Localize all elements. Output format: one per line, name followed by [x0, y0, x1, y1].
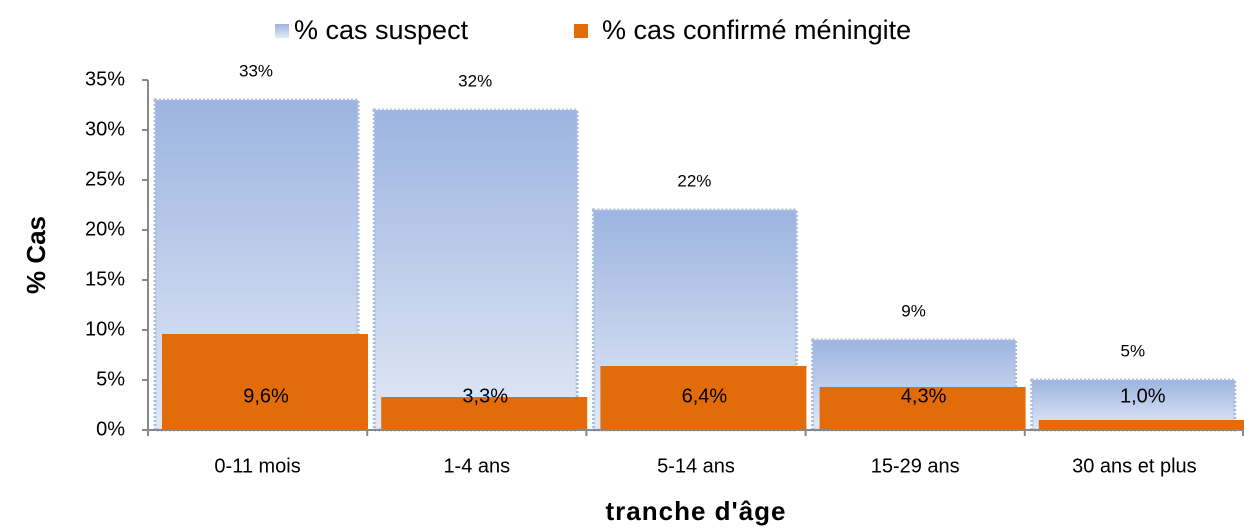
- x-tick-label: 5-14 ans: [657, 455, 735, 477]
- data-label: 9%: [901, 301, 926, 320]
- legend-swatch: [574, 24, 588, 38]
- y-tick-label: 10%: [85, 318, 125, 340]
- bar: [1038, 420, 1244, 430]
- legend-label: % cas suspect: [294, 15, 469, 45]
- bar: [381, 397, 588, 430]
- legend-swatch: [275, 24, 289, 38]
- y-tick-label: 30%: [85, 118, 125, 140]
- x-tick-label: 1-4 ans: [443, 455, 510, 477]
- x-axis-title: tranche d'âge: [605, 496, 786, 526]
- data-label: 9,6%: [243, 385, 289, 407]
- x-tick-label: 30 ans et plus: [1072, 455, 1197, 477]
- legend-label: % cas confirmé méningite: [602, 15, 911, 45]
- data-label: 1,0%: [1120, 385, 1166, 407]
- bar: [600, 366, 807, 430]
- data-label: 22%: [677, 171, 711, 190]
- data-label: 3,3%: [462, 385, 508, 407]
- x-tick-label: 15-29 ans: [871, 455, 960, 477]
- bar: [819, 387, 1026, 430]
- bar: [162, 334, 368, 430]
- data-label: 33%: [239, 61, 273, 80]
- y-tick-label: 20%: [85, 218, 125, 240]
- data-label: 6,4%: [682, 385, 728, 407]
- x-tick-label: 0-11 mois: [214, 455, 300, 477]
- bar: [372, 108, 579, 432]
- y-axis-title: % Cas: [21, 216, 51, 294]
- data-label: 5%: [1121, 341, 1146, 360]
- y-tick-label: 0%: [96, 418, 125, 440]
- y-tick-label: 5%: [96, 368, 125, 390]
- data-label: 32%: [458, 71, 492, 90]
- data-label: 4,3%: [901, 385, 947, 407]
- y-tick-label: 15%: [85, 268, 125, 290]
- y-tick-label: 25%: [85, 168, 125, 190]
- y-tick-label: 35%: [85, 68, 125, 90]
